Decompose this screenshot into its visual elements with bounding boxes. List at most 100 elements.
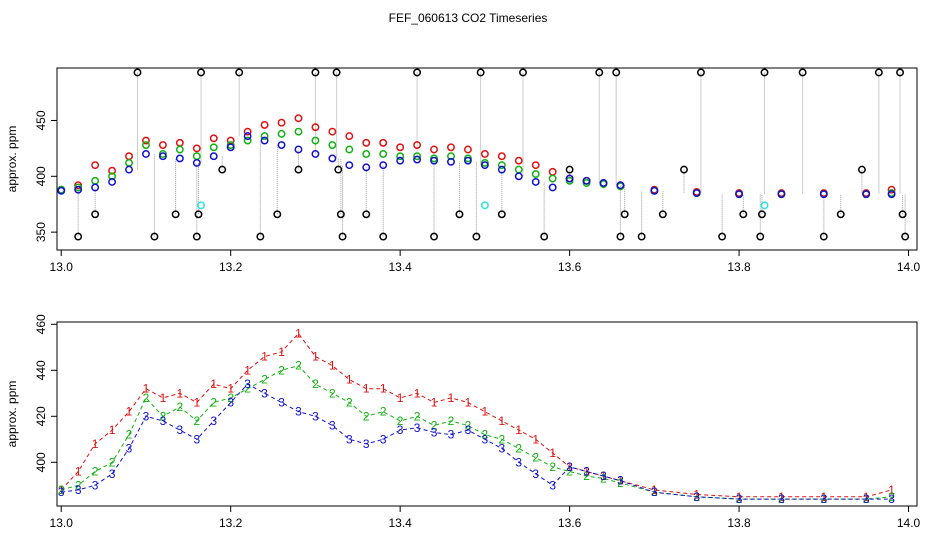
point-red — [362, 138, 371, 147]
series-marker-3: 3 — [820, 492, 827, 506]
point-outliers — [194, 210, 203, 219]
series-marker-1: 1 — [498, 414, 505, 428]
series-line-3 — [61, 383, 892, 500]
series-marker-3: 3 — [515, 455, 522, 469]
point-green — [142, 141, 150, 149]
x-tick-label: 13.2 — [219, 516, 243, 530]
series-marker-1: 1 — [600, 469, 607, 483]
point-green — [91, 176, 100, 185]
series-marker-3: 3 — [651, 485, 658, 499]
series-marker-2: 2 — [210, 396, 217, 410]
point-green — [345, 145, 354, 154]
point-outliers — [819, 232, 828, 241]
point-red — [277, 118, 286, 127]
point-blue — [463, 156, 472, 165]
point-outliers — [150, 232, 159, 241]
series-marker-3: 3 — [600, 469, 607, 483]
point-outliers — [273, 210, 282, 219]
series-marker-1: 1 — [160, 391, 167, 405]
point-outliers — [836, 210, 845, 219]
point-outliers — [616, 232, 625, 241]
series-marker-1: 1 — [465, 396, 472, 410]
point-outliers — [192, 232, 201, 241]
point-green — [175, 145, 184, 154]
series-marker-2: 2 — [397, 414, 404, 428]
point-outliers — [898, 210, 907, 219]
x-tick-label: 13.8 — [727, 260, 751, 274]
point-blue — [777, 190, 786, 199]
point-outliers — [565, 165, 574, 174]
point-green — [328, 141, 337, 149]
series-marker-1: 1 — [736, 490, 743, 504]
series-marker-2: 2 — [92, 465, 99, 479]
point-outliers — [197, 68, 205, 77]
point-outliers — [798, 68, 807, 77]
series-marker-1: 1 — [75, 465, 82, 479]
series-marker-3: 3 — [448, 428, 455, 442]
series-marker-3: 3 — [617, 474, 624, 488]
series-marker-2: 2 — [583, 469, 590, 483]
point-blue — [192, 158, 201, 167]
point-blue — [362, 163, 371, 172]
series-marker-3: 3 — [583, 465, 590, 479]
point-red — [311, 123, 320, 132]
point-green — [108, 172, 117, 181]
series-marker-2: 2 — [532, 451, 539, 465]
point-blue — [735, 190, 744, 199]
series-marker-2: 2 — [126, 428, 133, 442]
point-outliers — [171, 210, 180, 219]
series-marker-3: 3 — [549, 478, 556, 492]
series-marker-2: 2 — [498, 432, 505, 446]
series-marker-3: 3 — [363, 437, 370, 451]
point-outliers — [218, 165, 227, 174]
point-red — [175, 138, 184, 147]
point-green — [311, 136, 320, 145]
point-green — [260, 132, 269, 141]
series-marker-3: 3 — [778, 492, 785, 506]
point-outliers — [74, 232, 83, 241]
point-blue — [582, 176, 591, 185]
series-marker-3: 3 — [295, 405, 302, 419]
point-outliers — [256, 232, 265, 241]
series-line-1 — [60, 332, 892, 498]
point-blue — [862, 190, 871, 199]
plot-frame — [56, 321, 918, 507]
point-outliers — [455, 210, 464, 219]
point-blue — [175, 154, 184, 163]
point-red — [108, 166, 117, 175]
point-red — [531, 161, 540, 170]
point-blue — [565, 174, 574, 183]
x-tick-label: 13.6 — [558, 516, 582, 530]
series-marker-2: 2 — [346, 396, 353, 410]
point-red — [294, 114, 303, 123]
point-blue — [548, 183, 557, 192]
top-panel: 13.0 13.2 13.4 13.6 13.8 14.0 350 400 450 approx.… — [5, 67, 921, 274]
series-marker-1: 1 — [431, 396, 438, 410]
point-green — [192, 152, 201, 161]
series-marker-3: 3 — [109, 467, 116, 481]
point-blue — [142, 150, 150, 158]
point-red — [480, 150, 489, 158]
point-outliers — [612, 68, 621, 77]
point-red — [548, 167, 557, 176]
point-cyan — [760, 201, 769, 210]
point-red — [396, 143, 405, 152]
series-marker-1: 1 — [549, 446, 556, 460]
point-blue — [379, 161, 388, 170]
point-outliers — [658, 210, 667, 219]
point-red — [192, 144, 201, 153]
point-red — [328, 127, 337, 136]
point-red — [430, 145, 438, 154]
point-cyan — [480, 201, 489, 210]
series-marker-1: 1 — [820, 490, 827, 504]
point-blue — [480, 161, 489, 170]
point-outliers — [430, 232, 438, 241]
series-marker-1: 1 — [693, 488, 700, 502]
point-outliers — [362, 210, 371, 219]
series-marker-2: 2 — [75, 478, 82, 492]
point-outliers — [294, 165, 303, 174]
point-red — [158, 141, 167, 149]
point-outliers — [338, 232, 347, 241]
series-marker-1: 1 — [295, 327, 302, 341]
